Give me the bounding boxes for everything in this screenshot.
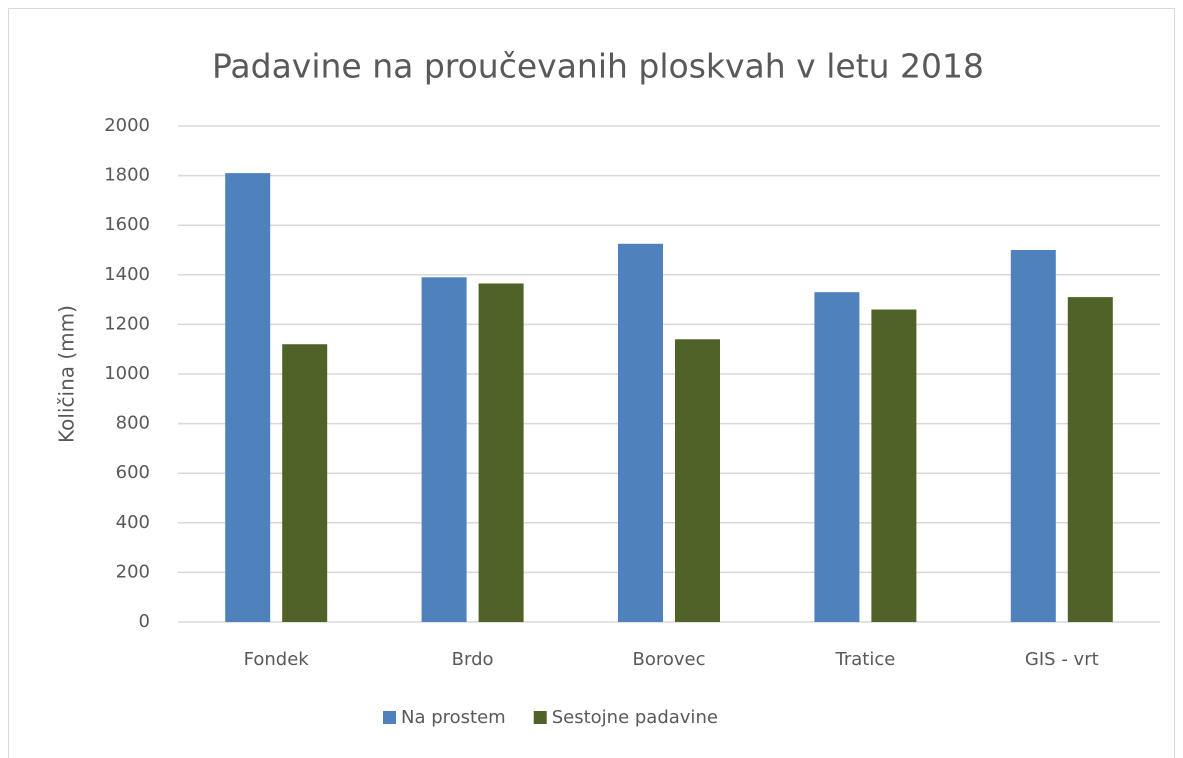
bar: [1067, 297, 1113, 622]
y-tick-label: 1600: [104, 214, 150, 235]
y-tick-label: 1200: [104, 313, 150, 334]
x-tick-label: Fondek: [244, 649, 310, 670]
y-tick-label: 200: [116, 561, 150, 582]
y-tick-label: 400: [116, 512, 150, 533]
y-axis-label: Količina (mm): [55, 305, 79, 443]
legend-label: Sestojne padavine: [552, 707, 718, 728]
bar: [421, 277, 467, 622]
y-tick-label: 800: [116, 413, 150, 434]
bar: [282, 344, 328, 622]
chart-frame: [8, 8, 1175, 758]
legend-swatch: [533, 711, 547, 724]
legend-swatch: [383, 711, 396, 724]
x-tick-label: Borovec: [632, 649, 705, 670]
bar: [871, 309, 917, 622]
bar: [814, 292, 860, 622]
y-tick-label: 2000: [104, 115, 150, 136]
bar: [1010, 250, 1056, 622]
bar: [618, 243, 663, 623]
bar: [225, 173, 271, 622]
x-tick-label: Tratice: [834, 649, 895, 670]
y-tick-label: 1800: [104, 165, 150, 186]
x-tick-label: GIS - vrt: [1025, 649, 1099, 670]
y-tick-label: 1400: [104, 264, 150, 285]
y-tick-label: 600: [116, 462, 150, 483]
x-tick-label: Brdo: [452, 649, 494, 670]
y-tick-label: 1000: [104, 363, 150, 384]
chart-title: Padavine na proučevanih ploskvah v letu …: [212, 47, 984, 86]
y-tick-label: 0: [139, 611, 150, 632]
legend-label: Na prostem: [401, 707, 506, 728]
bar: [478, 283, 524, 622]
bar: [675, 339, 720, 622]
